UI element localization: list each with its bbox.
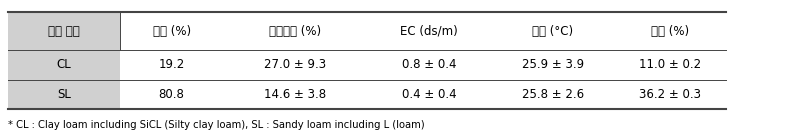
- Text: * CL : Clay loam including SiCL (Silty clay loam), SL : Sandy loam including L (: * CL : Clay loam including SiCL (Silty c…: [8, 120, 425, 130]
- Text: 토양 토성: 토양 토성: [48, 25, 80, 38]
- Bar: [8, 80, 120, 109]
- Text: 습해 (%): 습해 (%): [651, 25, 689, 38]
- Text: 온도 (°C): 온도 (°C): [532, 25, 573, 38]
- Text: 25.8 ± 2.6: 25.8 ± 2.6: [522, 88, 583, 101]
- Text: SL: SL: [57, 88, 71, 101]
- Text: 수분함량 (%): 수분함량 (%): [269, 25, 322, 38]
- Text: 36.2 ± 0.3: 36.2 ± 0.3: [639, 88, 701, 101]
- Text: 11.0 ± 0.2: 11.0 ± 0.2: [639, 58, 701, 71]
- Text: 0.4 ± 0.4: 0.4 ± 0.4: [401, 88, 456, 101]
- Text: 27.0 ± 9.3: 27.0 ± 9.3: [264, 58, 326, 71]
- Bar: [8, 50, 120, 80]
- Text: 14.6 ± 3.8: 14.6 ± 3.8: [264, 88, 326, 101]
- Bar: [8, 12, 120, 50]
- Text: CL: CL: [57, 58, 71, 71]
- Text: 25.9 ± 3.9: 25.9 ± 3.9: [522, 58, 583, 71]
- Text: 비율 (%): 비율 (%): [152, 25, 191, 38]
- Text: EC (ds/m): EC (ds/m): [400, 25, 458, 38]
- Text: 19.2: 19.2: [159, 58, 184, 71]
- Text: 0.8 ± 0.4: 0.8 ± 0.4: [401, 58, 456, 71]
- Text: 80.8: 80.8: [159, 88, 184, 101]
